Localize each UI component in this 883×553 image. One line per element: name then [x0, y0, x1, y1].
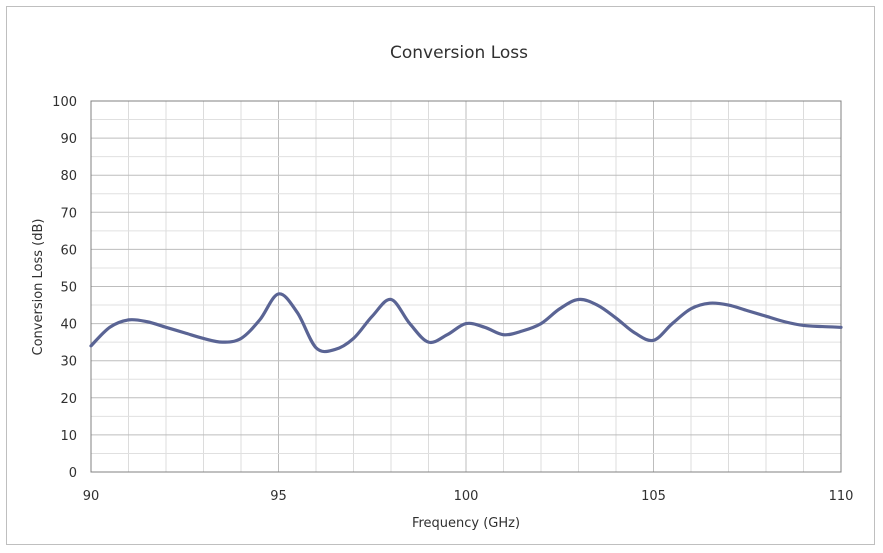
series-line-conversion-loss — [89, 292, 843, 354]
x-tick-label: 100 — [454, 489, 479, 504]
y-tick-label: 80 — [60, 169, 77, 184]
y-tick-label: 0 — [69, 466, 77, 481]
y-tick-label: 60 — [60, 243, 77, 258]
chart-frame — [6, 6, 875, 545]
x-tick-label: 95 — [270, 489, 287, 504]
y-tick-label: 90 — [60, 132, 77, 147]
x-tick-label: 90 — [83, 489, 100, 504]
chart-title: Conversion Loss — [390, 43, 528, 63]
y-tick-label: 70 — [60, 206, 77, 221]
tick-labels: 0 10 20 30 40 50 60 70 80 90 100 90 95 100 105 110 — [52, 95, 853, 504]
grid — [91, 101, 841, 472]
x-axis-label: Frequency (GHz) — [412, 516, 520, 531]
plot-area — [90, 100, 842, 473]
y-tick-label: 100 — [52, 95, 77, 110]
y-axis-label: Conversion Loss (dB) — [31, 219, 46, 356]
y-tick-label: 30 — [60, 355, 77, 370]
x-tick-label: 110 — [829, 489, 854, 504]
y-tick-label: 50 — [60, 281, 77, 296]
x-tick-label: 105 — [641, 489, 666, 504]
y-tick-label: 40 — [60, 318, 77, 333]
y-tick-label: 10 — [60, 429, 77, 444]
y-tick-label: 20 — [60, 392, 77, 407]
